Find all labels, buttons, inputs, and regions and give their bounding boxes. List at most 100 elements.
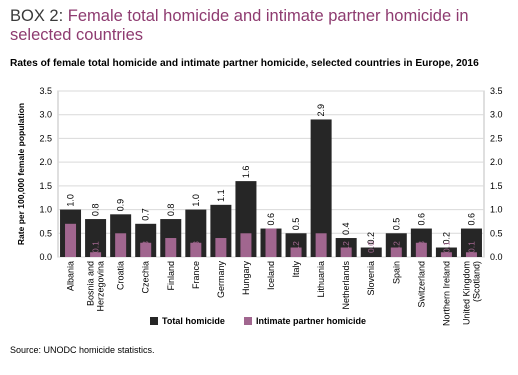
bar-chart: 0.0 0.0 0.5 0.5 1.0 1.0 1.5 1.5 2.0 2.0 2.5 2.5 3.0 3…	[16, 86, 503, 326]
y-tick-label-right: 1.0	[490, 205, 503, 215]
intimate-partner-bar	[90, 252, 102, 257]
total-value-label: 0.4	[341, 223, 351, 236]
total-value-label: 1.6	[241, 166, 251, 179]
total-value-label: 0.6	[416, 213, 426, 226]
intimate-partner-bar	[390, 247, 402, 257]
box-title-text: Female total homicide and intimate partn…	[10, 7, 469, 44]
intimate-partner-bar	[115, 233, 127, 257]
y-tick-label-left: 1.5	[39, 181, 52, 191]
ipv-value-label: 0.3	[416, 241, 426, 253]
x-category-label: Spain	[391, 261, 401, 284]
legend-swatch-ipv	[244, 317, 252, 325]
y-tick-label-right: 3.0	[490, 110, 503, 120]
x-category-label: Albania	[66, 261, 76, 291]
intimate-partner-bar	[340, 247, 352, 257]
total-value-label: 0.2	[441, 232, 451, 245]
intimate-partner-bar	[265, 228, 277, 257]
total-value-label: 0.7	[141, 208, 151, 221]
total-value-label: 1.0	[66, 194, 76, 207]
x-category-label: Hungary	[241, 261, 251, 296]
total-value-label: 1.0	[191, 194, 201, 207]
source-note: Source: UNODC homicide statistics.	[10, 345, 155, 355]
total-value-label: 0.8	[91, 204, 101, 217]
ipv-value-label: 0.5	[241, 241, 251, 253]
x-category-label: Herzegovina	[96, 261, 106, 312]
y-tick-label-left: 2.5	[39, 133, 52, 143]
x-category-label: Switzerland	[416, 261, 426, 308]
intimate-partner-bar	[140, 242, 152, 257]
ipv-value-label: 0.1	[441, 241, 451, 253]
x-category-label: Slovenia	[366, 261, 376, 296]
total-value-label: 0.5	[291, 218, 301, 231]
legend-label-total: Total homicide	[162, 316, 225, 326]
intimate-partner-bar	[190, 242, 202, 257]
ipv-value-label: 0.7	[66, 241, 76, 253]
ipv-value-label: 0.2	[341, 241, 351, 253]
intimate-partner-bar	[315, 233, 327, 257]
y-axis-label: Rate per 100,000 female population	[16, 103, 26, 245]
intimate-partner-bar	[290, 247, 302, 257]
y-tick-label-left: 3.0	[39, 110, 52, 120]
total-homicide-bar	[85, 219, 107, 257]
legend-label-ipv: Intimate partner homicide	[256, 316, 366, 326]
x-category-label: France	[191, 261, 201, 289]
ipv-value-label: 0.0	[366, 241, 376, 253]
x-category-label: Bosnia and	[86, 261, 96, 306]
intimate-partner-bar	[65, 223, 77, 257]
intimate-partner-bar	[465, 252, 477, 257]
x-category-label: Netherlands	[341, 261, 351, 310]
total-homicide-bar	[310, 119, 332, 257]
x-category-label: United Kingdom	[461, 261, 471, 325]
intimate-partner-bar	[215, 238, 227, 257]
intimate-partner-bar	[415, 242, 427, 257]
total-value-label: 0.9	[116, 199, 126, 212]
y-tick-label-left: 1.0	[39, 205, 52, 215]
y-tick-label-right: 0.0	[490, 252, 503, 262]
x-category-label: Czechia	[141, 261, 151, 294]
x-category-label: Iceland	[266, 261, 276, 290]
total-value-label: 2.9	[316, 104, 326, 117]
intimate-partner-bar	[165, 238, 177, 257]
y-tick-label-left: 2.0	[39, 157, 52, 167]
y-tick-label-right: 2.5	[490, 133, 503, 143]
ipv-value-label: 0.3	[191, 241, 201, 253]
x-category-label: Germany	[216, 261, 226, 299]
ipv-value-label: 0.1	[91, 241, 101, 253]
y-tick-label-left: 0.5	[39, 228, 52, 238]
x-category-label: Italy	[291, 261, 301, 278]
ipv-value-label: 0.5	[316, 241, 326, 253]
ipv-value-label: 0.4	[216, 241, 226, 253]
intimate-partner-bar	[240, 233, 252, 257]
total-value-label: 1.1	[216, 189, 226, 202]
total-value-label: 0.2	[366, 232, 376, 245]
ipv-value-label: 0.2	[291, 241, 301, 253]
y-tick-label-right: 0.5	[490, 228, 503, 238]
total-homicide-bar	[360, 247, 382, 257]
x-category-label: (Scotland)	[471, 261, 481, 302]
total-homicide-bar	[460, 228, 482, 257]
y-tick-label-left: 3.5	[39, 86, 52, 96]
y-tick-label-left: 0.0	[39, 252, 52, 262]
x-category-label: Finland	[166, 261, 176, 291]
ipv-value-label: 0.2	[391, 241, 401, 253]
x-category-label: Northern Ireland	[441, 261, 451, 326]
ipv-value-label: 0.3	[141, 241, 151, 253]
ipv-value-label: 0.5	[116, 241, 126, 253]
total-value-label: 0.6	[466, 213, 476, 226]
intimate-partner-bar	[440, 252, 452, 257]
ipv-value-label: 0.4	[166, 241, 176, 253]
y-tick-label-right: 2.0	[490, 157, 503, 167]
total-value-label: 0.8	[166, 204, 176, 217]
total-value-label: 0.6	[266, 213, 276, 226]
ipv-value-label: 0.1	[466, 241, 476, 253]
total-value-label: 0.5	[391, 218, 401, 231]
x-category-label: Lithuania	[316, 261, 326, 298]
box-title: BOX 2: Female total homicide and intimat…	[10, 7, 510, 45]
box-label: BOX 2:	[10, 7, 68, 25]
chart-title: Rates of female total homicide and intim…	[10, 58, 479, 69]
y-tick-label-right: 3.5	[490, 86, 503, 96]
y-tick-label-right: 1.5	[490, 181, 503, 191]
x-category-label: Croatia	[116, 261, 126, 290]
ipv-value-label: 0.6	[266, 241, 276, 253]
